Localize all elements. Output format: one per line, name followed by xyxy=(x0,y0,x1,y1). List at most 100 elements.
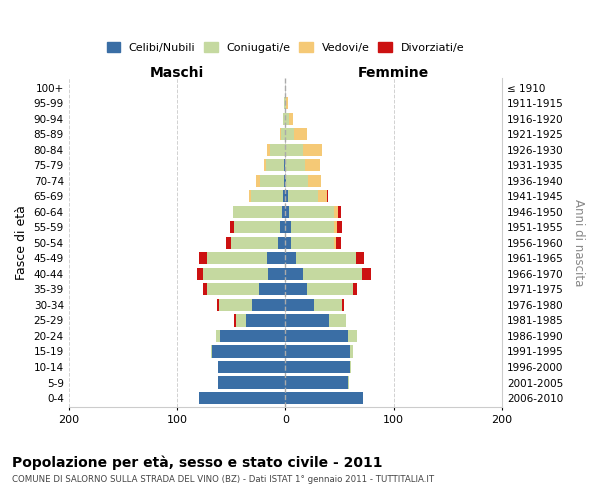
Text: Popolazione per età, sesso e stato civile - 2011: Popolazione per età, sesso e stato civil… xyxy=(12,455,383,469)
Bar xyxy=(286,112,289,124)
Bar xyxy=(280,222,286,234)
Bar xyxy=(280,128,281,140)
Bar xyxy=(268,268,286,280)
Bar xyxy=(342,299,344,311)
Bar xyxy=(314,299,342,311)
Y-axis label: Fasce di età: Fasce di età xyxy=(15,206,28,281)
Bar xyxy=(216,330,220,342)
Bar xyxy=(289,206,334,218)
Bar xyxy=(267,252,286,264)
Bar xyxy=(291,237,334,249)
Bar xyxy=(218,376,286,388)
Bar xyxy=(334,222,337,234)
Bar xyxy=(305,159,320,172)
Bar xyxy=(350,346,353,358)
Text: Maschi: Maschi xyxy=(150,66,204,80)
Bar xyxy=(219,299,252,311)
Bar xyxy=(252,299,286,311)
Y-axis label: Anni di nascita: Anni di nascita xyxy=(572,199,585,286)
Bar xyxy=(208,284,259,296)
Bar xyxy=(286,330,348,342)
Bar xyxy=(220,330,286,342)
Bar xyxy=(286,284,307,296)
Bar xyxy=(230,222,235,234)
Bar xyxy=(263,159,266,172)
Bar xyxy=(233,206,282,218)
Bar xyxy=(307,284,353,296)
Bar xyxy=(256,174,260,187)
Bar xyxy=(203,284,208,296)
Bar xyxy=(236,314,247,326)
Bar xyxy=(278,237,286,249)
Bar xyxy=(211,346,212,358)
Bar xyxy=(302,144,322,156)
Bar xyxy=(318,190,326,202)
Bar xyxy=(287,190,318,202)
Bar xyxy=(266,159,284,172)
Bar xyxy=(336,237,341,249)
Legend: Celibi/Nubili, Coniugati/e, Vedovi/e, Divorziati/e: Celibi/Nubili, Coniugati/e, Vedovi/e, Di… xyxy=(102,38,469,58)
Bar xyxy=(294,128,307,140)
Bar xyxy=(286,144,302,156)
Bar xyxy=(283,190,286,202)
Bar xyxy=(348,376,349,388)
Bar xyxy=(286,361,350,373)
Bar xyxy=(286,392,364,404)
Bar xyxy=(362,268,371,280)
Bar xyxy=(217,299,219,311)
Bar xyxy=(199,252,208,264)
Bar xyxy=(334,237,336,249)
Bar xyxy=(226,237,231,249)
Bar xyxy=(329,314,346,326)
Bar xyxy=(259,284,286,296)
Bar xyxy=(283,112,286,124)
Bar xyxy=(334,206,338,218)
Bar xyxy=(212,346,286,358)
Bar xyxy=(286,97,287,109)
Text: Femmine: Femmine xyxy=(358,66,430,80)
Bar xyxy=(286,346,350,358)
Bar xyxy=(248,190,251,202)
Bar xyxy=(338,206,341,218)
Bar xyxy=(235,314,236,326)
Bar xyxy=(197,268,203,280)
Bar xyxy=(284,174,286,187)
Bar xyxy=(356,252,364,264)
Bar xyxy=(348,330,357,342)
Bar xyxy=(286,376,348,388)
Bar xyxy=(235,222,280,234)
Bar xyxy=(302,268,362,280)
Bar xyxy=(326,190,328,202)
Bar xyxy=(286,222,291,234)
Bar xyxy=(296,252,356,264)
Text: COMUNE DI SALORNO SULLA STRADA DEL VINO (BZ) - Dati ISTAT 1° gennaio 2011 - TUTT: COMUNE DI SALORNO SULLA STRADA DEL VINO … xyxy=(12,475,434,484)
Bar xyxy=(286,252,296,264)
Bar xyxy=(251,190,283,202)
Bar xyxy=(270,144,286,156)
Bar xyxy=(337,222,342,234)
Bar xyxy=(286,190,287,202)
Bar xyxy=(291,222,334,234)
Bar xyxy=(350,361,352,373)
Bar xyxy=(218,361,286,373)
Bar xyxy=(286,206,289,218)
Bar xyxy=(284,97,286,109)
Bar xyxy=(203,268,268,280)
Bar xyxy=(289,112,293,124)
Bar xyxy=(231,237,278,249)
Bar xyxy=(199,392,286,404)
Bar xyxy=(353,284,357,296)
Bar xyxy=(286,237,291,249)
Bar xyxy=(208,252,267,264)
Bar xyxy=(281,128,286,140)
Bar xyxy=(284,159,286,172)
Bar xyxy=(286,159,305,172)
Bar xyxy=(286,128,294,140)
Bar xyxy=(286,268,302,280)
Bar xyxy=(267,144,270,156)
Bar xyxy=(260,174,284,187)
Bar xyxy=(286,174,308,187)
Bar xyxy=(286,299,314,311)
Bar xyxy=(286,314,329,326)
Bar xyxy=(282,206,286,218)
